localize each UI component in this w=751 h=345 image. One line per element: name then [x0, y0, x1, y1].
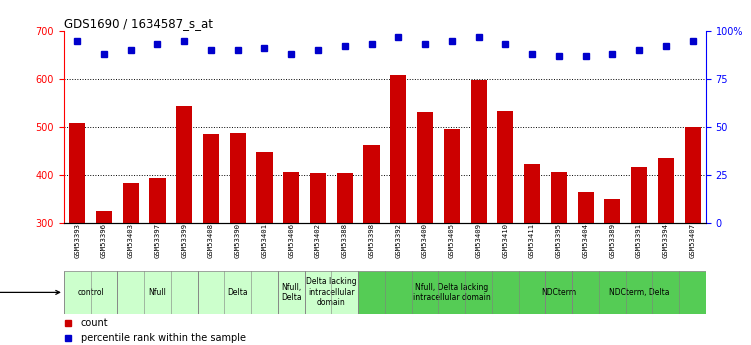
Bar — [550, 172, 567, 223]
Text: Nfull: Nfull — [149, 288, 167, 297]
Bar — [417, 112, 433, 223]
Bar — [524, 164, 540, 223]
Bar — [96, 210, 112, 223]
Text: Nfull, Delta lacking
intracellular domain: Nfull, Delta lacking intracellular domai… — [413, 283, 490, 302]
Bar — [310, 173, 326, 223]
Text: GSM53404: GSM53404 — [583, 224, 589, 258]
Text: GSM53393: GSM53393 — [74, 224, 80, 258]
Bar — [578, 193, 593, 223]
Text: GSM53398: GSM53398 — [369, 224, 375, 258]
Bar — [497, 111, 514, 223]
Text: NDCterm, Delta: NDCterm, Delta — [609, 288, 669, 297]
Text: protocol: protocol — [0, 287, 59, 297]
Text: GSM53405: GSM53405 — [449, 224, 455, 258]
Bar — [470, 80, 487, 223]
Text: GSM53390: GSM53390 — [235, 224, 241, 258]
Text: GSM53411: GSM53411 — [529, 224, 535, 258]
Bar — [545, 271, 572, 314]
Text: percentile rank within the sample: percentile rank within the sample — [81, 333, 246, 343]
Bar — [363, 145, 379, 223]
Text: GSM53406: GSM53406 — [288, 224, 294, 258]
Text: GSM53399: GSM53399 — [181, 224, 187, 258]
Text: GSM53392: GSM53392 — [395, 224, 401, 258]
Bar — [117, 271, 198, 314]
Bar — [572, 271, 706, 314]
Bar — [658, 158, 674, 223]
Text: GSM53389: GSM53389 — [609, 224, 615, 258]
Bar — [631, 167, 647, 223]
Bar — [336, 173, 353, 223]
Bar — [257, 152, 273, 223]
Text: GSM53394: GSM53394 — [663, 224, 669, 258]
Bar — [203, 134, 219, 223]
Bar — [305, 271, 358, 314]
Text: NDCterm: NDCterm — [541, 288, 576, 297]
Bar — [278, 271, 305, 314]
Text: GSM53400: GSM53400 — [422, 224, 428, 258]
Bar — [444, 129, 460, 223]
Text: GSM53409: GSM53409 — [475, 224, 481, 258]
Text: Delta lacking
intracellular
domain: Delta lacking intracellular domain — [306, 277, 357, 307]
Text: GSM53396: GSM53396 — [101, 224, 107, 258]
Text: GSM53403: GSM53403 — [128, 224, 134, 258]
Text: GDS1690 / 1634587_s_at: GDS1690 / 1634587_s_at — [64, 17, 213, 30]
Text: GSM53397: GSM53397 — [155, 224, 161, 258]
Bar — [391, 75, 406, 223]
Bar — [122, 183, 139, 223]
Bar — [176, 106, 192, 223]
Text: GSM53401: GSM53401 — [261, 224, 267, 258]
Bar — [230, 133, 246, 223]
Bar — [685, 127, 701, 223]
Bar — [605, 199, 620, 223]
Text: GSM53402: GSM53402 — [315, 224, 321, 258]
Text: GSM53395: GSM53395 — [556, 224, 562, 258]
Text: GSM53408: GSM53408 — [208, 224, 214, 258]
Text: GSM53388: GSM53388 — [342, 224, 348, 258]
Bar — [198, 271, 278, 314]
Bar — [149, 178, 165, 223]
Text: Delta: Delta — [228, 288, 248, 297]
Bar — [358, 271, 545, 314]
Bar — [64, 271, 117, 314]
Text: GSM53391: GSM53391 — [636, 224, 642, 258]
Text: control: control — [77, 288, 104, 297]
Bar — [69, 124, 86, 223]
Bar — [283, 172, 299, 223]
Text: Nfull,
Delta: Nfull, Delta — [281, 283, 302, 302]
Text: count: count — [81, 318, 108, 328]
Text: GSM53410: GSM53410 — [502, 224, 508, 258]
Text: GSM53407: GSM53407 — [689, 224, 695, 258]
